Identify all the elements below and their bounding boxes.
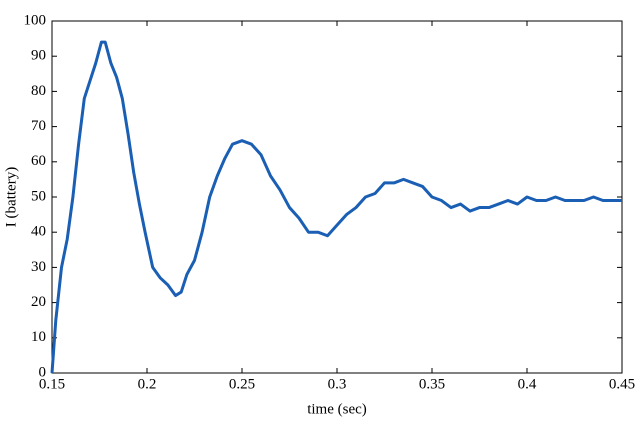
- x-axis-label: time (sec): [307, 401, 367, 417]
- y-axis-label: I (battery): [3, 167, 19, 227]
- y-tick-label: 0: [39, 364, 47, 380]
- y-tick-label: 20: [31, 294, 46, 310]
- x-tick-label: 0.3: [328, 376, 347, 392]
- y-tick-label: 70: [31, 118, 46, 134]
- x-tick-label: 0.35: [419, 376, 445, 392]
- y-tick-label: 50: [31, 188, 46, 204]
- y-tick-label: 10: [31, 329, 46, 345]
- x-tick-label: 0.15: [39, 376, 65, 392]
- y-tick-label: 80: [31, 83, 46, 99]
- x-tick-label: 0.45: [609, 376, 635, 392]
- y-tick-label: 40: [31, 224, 46, 240]
- y-tick-label: 90: [31, 48, 46, 64]
- y-tick-label: 30: [31, 259, 46, 275]
- y-tick-label: 100: [24, 12, 47, 28]
- y-tick-label: 60: [31, 153, 46, 169]
- data-line: [50, 40, 622, 374]
- x-tick-label: 0.4: [518, 376, 537, 392]
- x-tick-label: 0.25: [229, 376, 255, 392]
- x-tick-label: 0.2: [138, 376, 157, 392]
